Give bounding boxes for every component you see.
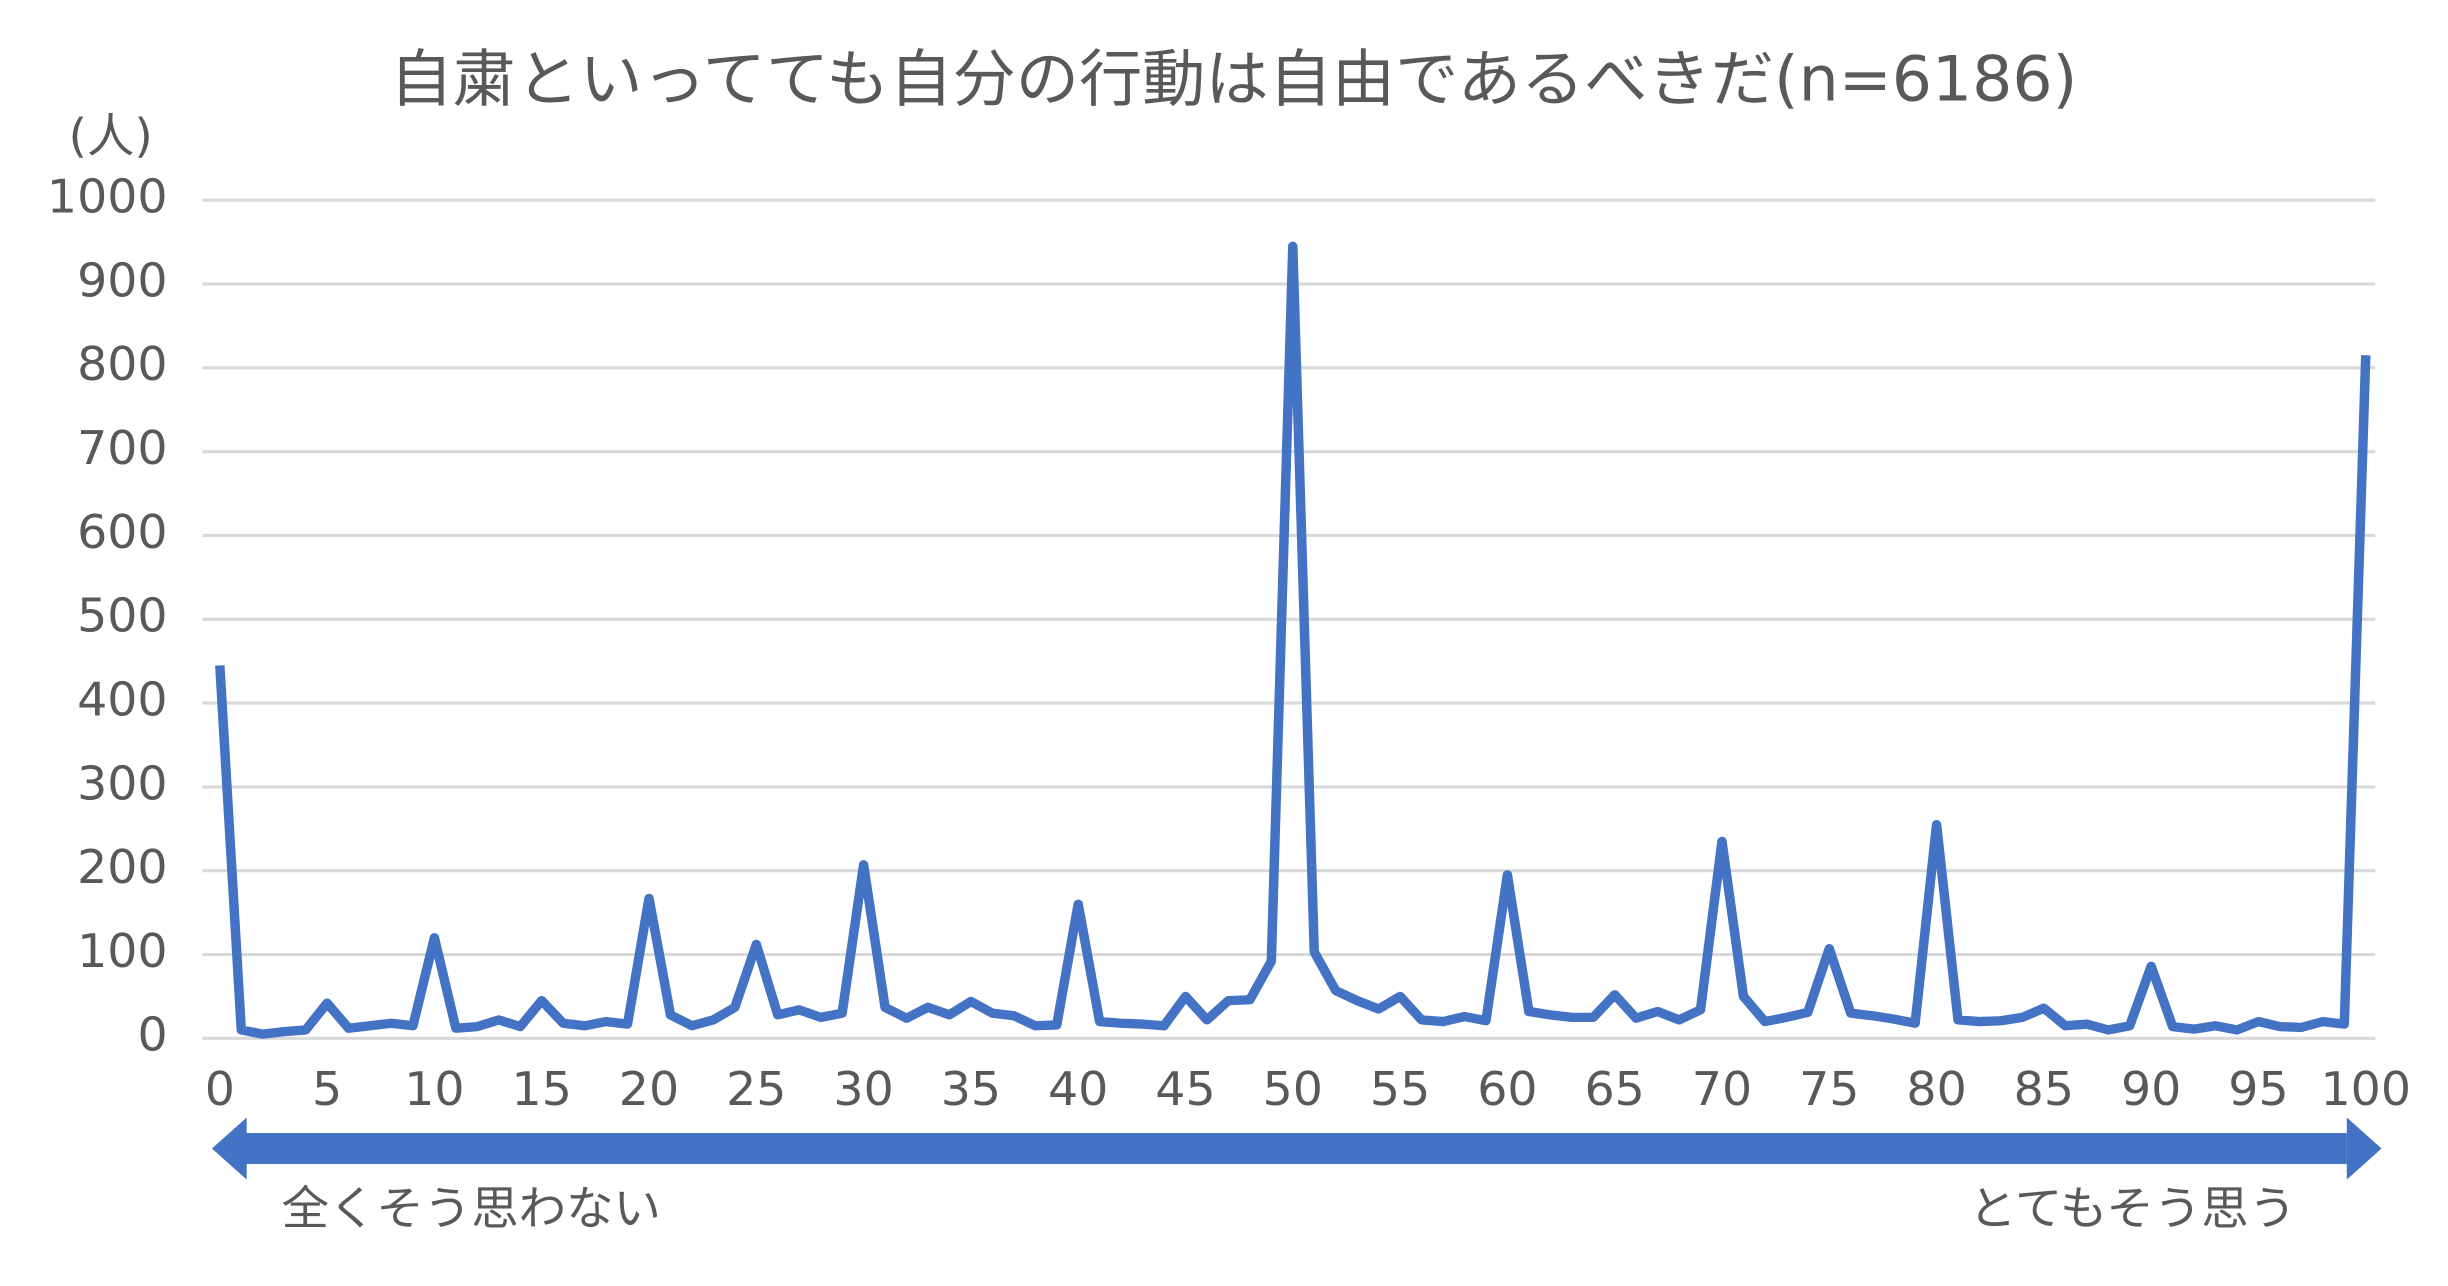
- x-tick-label: 80: [1906, 1062, 1966, 1116]
- arrow-shaft: [237, 1133, 2347, 1165]
- x-tick-label: 10: [404, 1062, 464, 1116]
- arrow-head-right: [2346, 1117, 2382, 1180]
- x-tick-label: 20: [619, 1062, 679, 1116]
- x-tick-label: 70: [1692, 1062, 1752, 1116]
- x-tick-label: 55: [1370, 1062, 1430, 1116]
- x-tick-label: 65: [1584, 1062, 1644, 1116]
- y-tick-label: 900: [77, 254, 168, 308]
- chart-title: 自粛といってても自分の行動は自由であるべきだ(n=6186): [390, 43, 2078, 115]
- right-label: とてもそう思う: [1969, 1182, 2296, 1236]
- x-tick-label: 15: [512, 1062, 572, 1116]
- y-tick-label: 100: [77, 924, 168, 978]
- arrow-head-left: [211, 1117, 247, 1180]
- x-tick-label: 75: [1799, 1062, 1859, 1116]
- x-tick-label: 95: [2228, 1062, 2288, 1116]
- y-tick-label: 500: [77, 589, 168, 643]
- y-tick-label: 1000: [47, 170, 168, 224]
- x-tick-label: 50: [1263, 1062, 1323, 1116]
- data-line: [215, 241, 2371, 1039]
- x-tick-label: 90: [2121, 1062, 2181, 1116]
- y-tick-label: 200: [77, 840, 168, 894]
- y-tick-label: 800: [77, 338, 168, 392]
- x-tick-label: 100: [2320, 1062, 2411, 1116]
- x-tick-label: 60: [1477, 1062, 1537, 1116]
- x-tick-label: 35: [941, 1062, 1001, 1116]
- y-tick-label: 600: [77, 505, 168, 559]
- x-tick-label: 45: [1155, 1062, 1215, 1116]
- y-tick-label: 400: [77, 673, 168, 727]
- range-arrow: [211, 1117, 2382, 1180]
- x-tick-label: 40: [1048, 1062, 1108, 1116]
- x-tick-label: 30: [833, 1062, 893, 1116]
- y-tick-label: 700: [77, 421, 168, 475]
- y-tick-label: 0: [137, 1008, 167, 1062]
- left-label: 全くそう思わない: [281, 1182, 661, 1236]
- y-axis-label: (人): [68, 109, 152, 163]
- x-tick-label: 5: [312, 1062, 342, 1116]
- x-tick-label: 0: [205, 1062, 235, 1116]
- x-tick-label: 85: [2014, 1062, 2074, 1116]
- x-tick-label: 25: [726, 1062, 786, 1116]
- y-tick-label: 300: [77, 757, 168, 811]
